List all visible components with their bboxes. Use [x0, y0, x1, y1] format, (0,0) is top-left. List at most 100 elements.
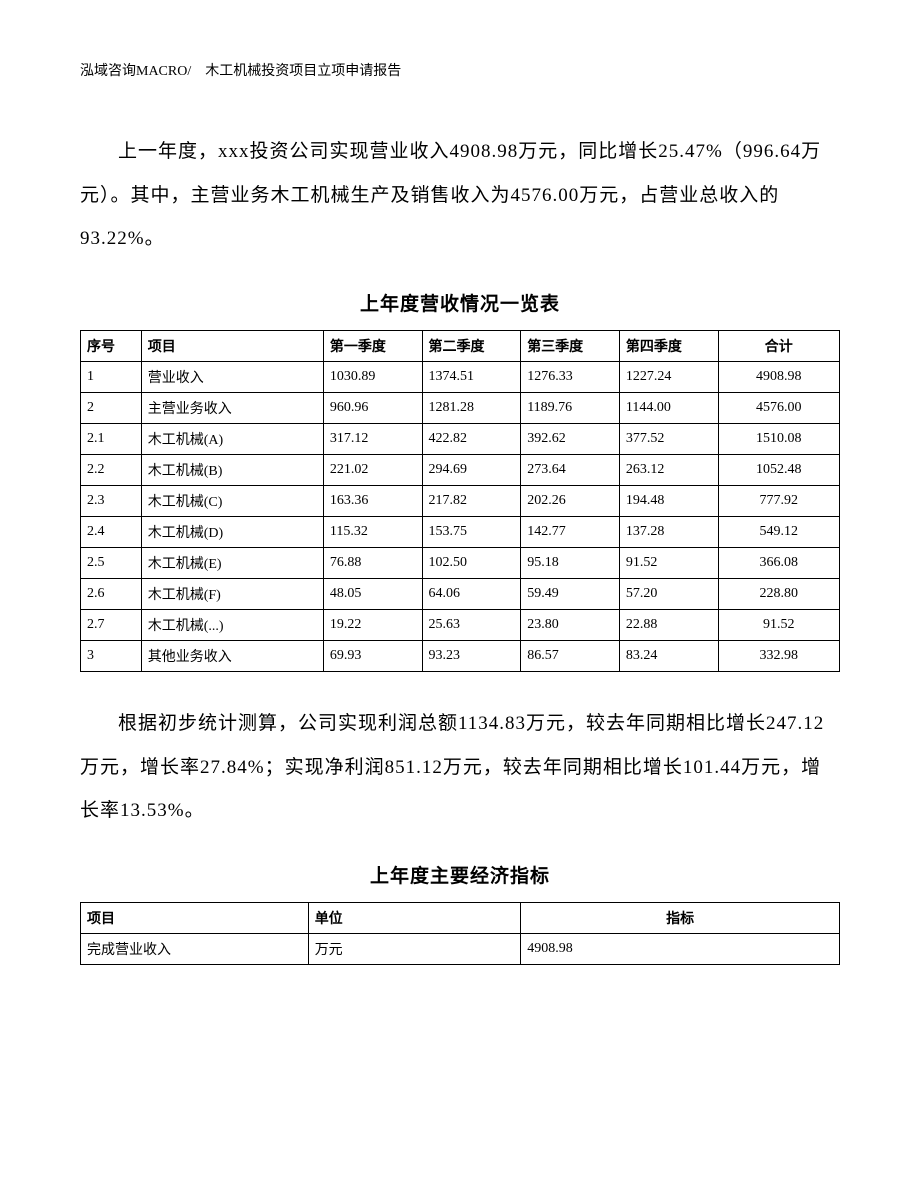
table-cell: 4908.98: [718, 362, 840, 393]
table-cell: 木工机械(...): [141, 610, 323, 641]
table-cell: 221.02: [323, 455, 422, 486]
table-cell: 1189.76: [521, 393, 620, 424]
table-cell: 2.4: [81, 517, 142, 548]
table-cell: 377.52: [619, 424, 718, 455]
table-cell: 960.96: [323, 393, 422, 424]
table-cell: 273.64: [521, 455, 620, 486]
table-cell: 142.77: [521, 517, 620, 548]
table-cell: 228.80: [718, 579, 840, 610]
col-total: 合计: [718, 331, 840, 362]
col-unit: 单位: [308, 903, 521, 934]
table-cell: 95.18: [521, 548, 620, 579]
table-cell: 2.6: [81, 579, 142, 610]
table-cell: 91.52: [619, 548, 718, 579]
table-cell: 1510.08: [718, 424, 840, 455]
table-cell: 777.92: [718, 486, 840, 517]
table-cell: 76.88: [323, 548, 422, 579]
table-row: 2.1木工机械(A)317.12422.82392.62377.521510.0…: [81, 424, 840, 455]
table-cell: 1144.00: [619, 393, 718, 424]
table-cell: 2.5: [81, 548, 142, 579]
table-cell: 19.22: [323, 610, 422, 641]
table2-title: 上年度主要经济指标: [80, 861, 840, 888]
table-cell: 1276.33: [521, 362, 620, 393]
table-cell: 木工机械(C): [141, 486, 323, 517]
table-cell: 完成营业收入: [81, 934, 309, 965]
table-cell: 64.06: [422, 579, 521, 610]
table-cell: 1227.24: [619, 362, 718, 393]
table-cell: 57.20: [619, 579, 718, 610]
table-header-row: 序号 项目 第一季度 第二季度 第三季度 第四季度 合计: [81, 331, 840, 362]
table-cell: 主营业务收入: [141, 393, 323, 424]
col-q3: 第三季度: [521, 331, 620, 362]
table-row: 2.2木工机械(B)221.02294.69273.64263.121052.4…: [81, 455, 840, 486]
table-cell: 1281.28: [422, 393, 521, 424]
table-cell: 422.82: [422, 424, 521, 455]
table-cell: 木工机械(E): [141, 548, 323, 579]
table-row: 2.5木工机械(E)76.88102.5095.1891.52366.08: [81, 548, 840, 579]
table-cell: 木工机械(D): [141, 517, 323, 548]
table-cell: 48.05: [323, 579, 422, 610]
revenue-table: 序号 项目 第一季度 第二季度 第三季度 第四季度 合计 1营业收入1030.8…: [80, 330, 840, 672]
col-item: 项目: [141, 331, 323, 362]
table-row: 3其他业务收入69.9393.2386.5783.24332.98: [81, 641, 840, 672]
table-cell: 其他业务收入: [141, 641, 323, 672]
table-cell: 59.49: [521, 579, 620, 610]
table-cell: 2.7: [81, 610, 142, 641]
table-row: 1营业收入1030.891374.511276.331227.244908.98: [81, 362, 840, 393]
table-cell: 万元: [308, 934, 521, 965]
table-cell: 102.50: [422, 548, 521, 579]
col-item: 项目: [81, 903, 309, 934]
table-row: 2.7木工机械(...)19.2225.6323.8022.8891.52: [81, 610, 840, 641]
table-cell: 93.23: [422, 641, 521, 672]
table-cell: 23.80: [521, 610, 620, 641]
table-cell: 163.36: [323, 486, 422, 517]
paragraph-1: 上一年度，xxx投资公司实现营业收入4908.98万元，同比增长25.47%（9…: [80, 130, 840, 261]
table-header-row: 项目 单位 指标: [81, 903, 840, 934]
table-cell: 366.08: [718, 548, 840, 579]
table-cell: 2.2: [81, 455, 142, 486]
table-cell: 木工机械(A): [141, 424, 323, 455]
table1-title: 上年度营收情况一览表: [80, 289, 840, 316]
table-cell: 91.52: [718, 610, 840, 641]
table-cell: 83.24: [619, 641, 718, 672]
table-cell: 137.28: [619, 517, 718, 548]
table-cell: 3: [81, 641, 142, 672]
table-cell: 317.12: [323, 424, 422, 455]
table-cell: 1030.89: [323, 362, 422, 393]
table-cell: 194.48: [619, 486, 718, 517]
document-page: 泓域咨询MACRO/ 木工机械投资项目立项申请报告 上一年度，xxx投资公司实现…: [0, 0, 920, 1191]
col-q4: 第四季度: [619, 331, 718, 362]
table-row: 完成营业收入万元4908.98: [81, 934, 840, 965]
table-cell: 392.62: [521, 424, 620, 455]
table-cell: 2.3: [81, 486, 142, 517]
table-cell: 217.82: [422, 486, 521, 517]
table-cell: 1: [81, 362, 142, 393]
col-q2: 第二季度: [422, 331, 521, 362]
table-cell: 22.88: [619, 610, 718, 641]
col-q1: 第一季度: [323, 331, 422, 362]
table-cell: 294.69: [422, 455, 521, 486]
indicator-table: 项目 单位 指标 完成营业收入万元4908.98: [80, 902, 840, 965]
table-row: 2.4木工机械(D)115.32153.75142.77137.28549.12: [81, 517, 840, 548]
table-row: 2主营业务收入960.961281.281189.761144.004576.0…: [81, 393, 840, 424]
table-cell: 营业收入: [141, 362, 323, 393]
paragraph-2: 根据初步统计测算，公司实现利润总额1134.83万元，较去年同期相比增长247.…: [80, 702, 840, 833]
table-cell: 木工机械(B): [141, 455, 323, 486]
table-cell: 木工机械(F): [141, 579, 323, 610]
table-cell: 153.75: [422, 517, 521, 548]
col-seq: 序号: [81, 331, 142, 362]
col-indicator: 指标: [521, 903, 840, 934]
table-cell: 1374.51: [422, 362, 521, 393]
page-header: 泓域咨询MACRO/ 木工机械投资项目立项申请报告: [80, 60, 840, 80]
table-cell: 86.57: [521, 641, 620, 672]
table-cell: 549.12: [718, 517, 840, 548]
table-row: 2.6木工机械(F)48.0564.0659.4957.20228.80: [81, 579, 840, 610]
table-cell: 4576.00: [718, 393, 840, 424]
table-cell: 332.98: [718, 641, 840, 672]
table-cell: 69.93: [323, 641, 422, 672]
table-cell: 263.12: [619, 455, 718, 486]
table-cell: 202.26: [521, 486, 620, 517]
table-cell: 1052.48: [718, 455, 840, 486]
table-row: 2.3木工机械(C)163.36217.82202.26194.48777.92: [81, 486, 840, 517]
table-cell: 4908.98: [521, 934, 840, 965]
